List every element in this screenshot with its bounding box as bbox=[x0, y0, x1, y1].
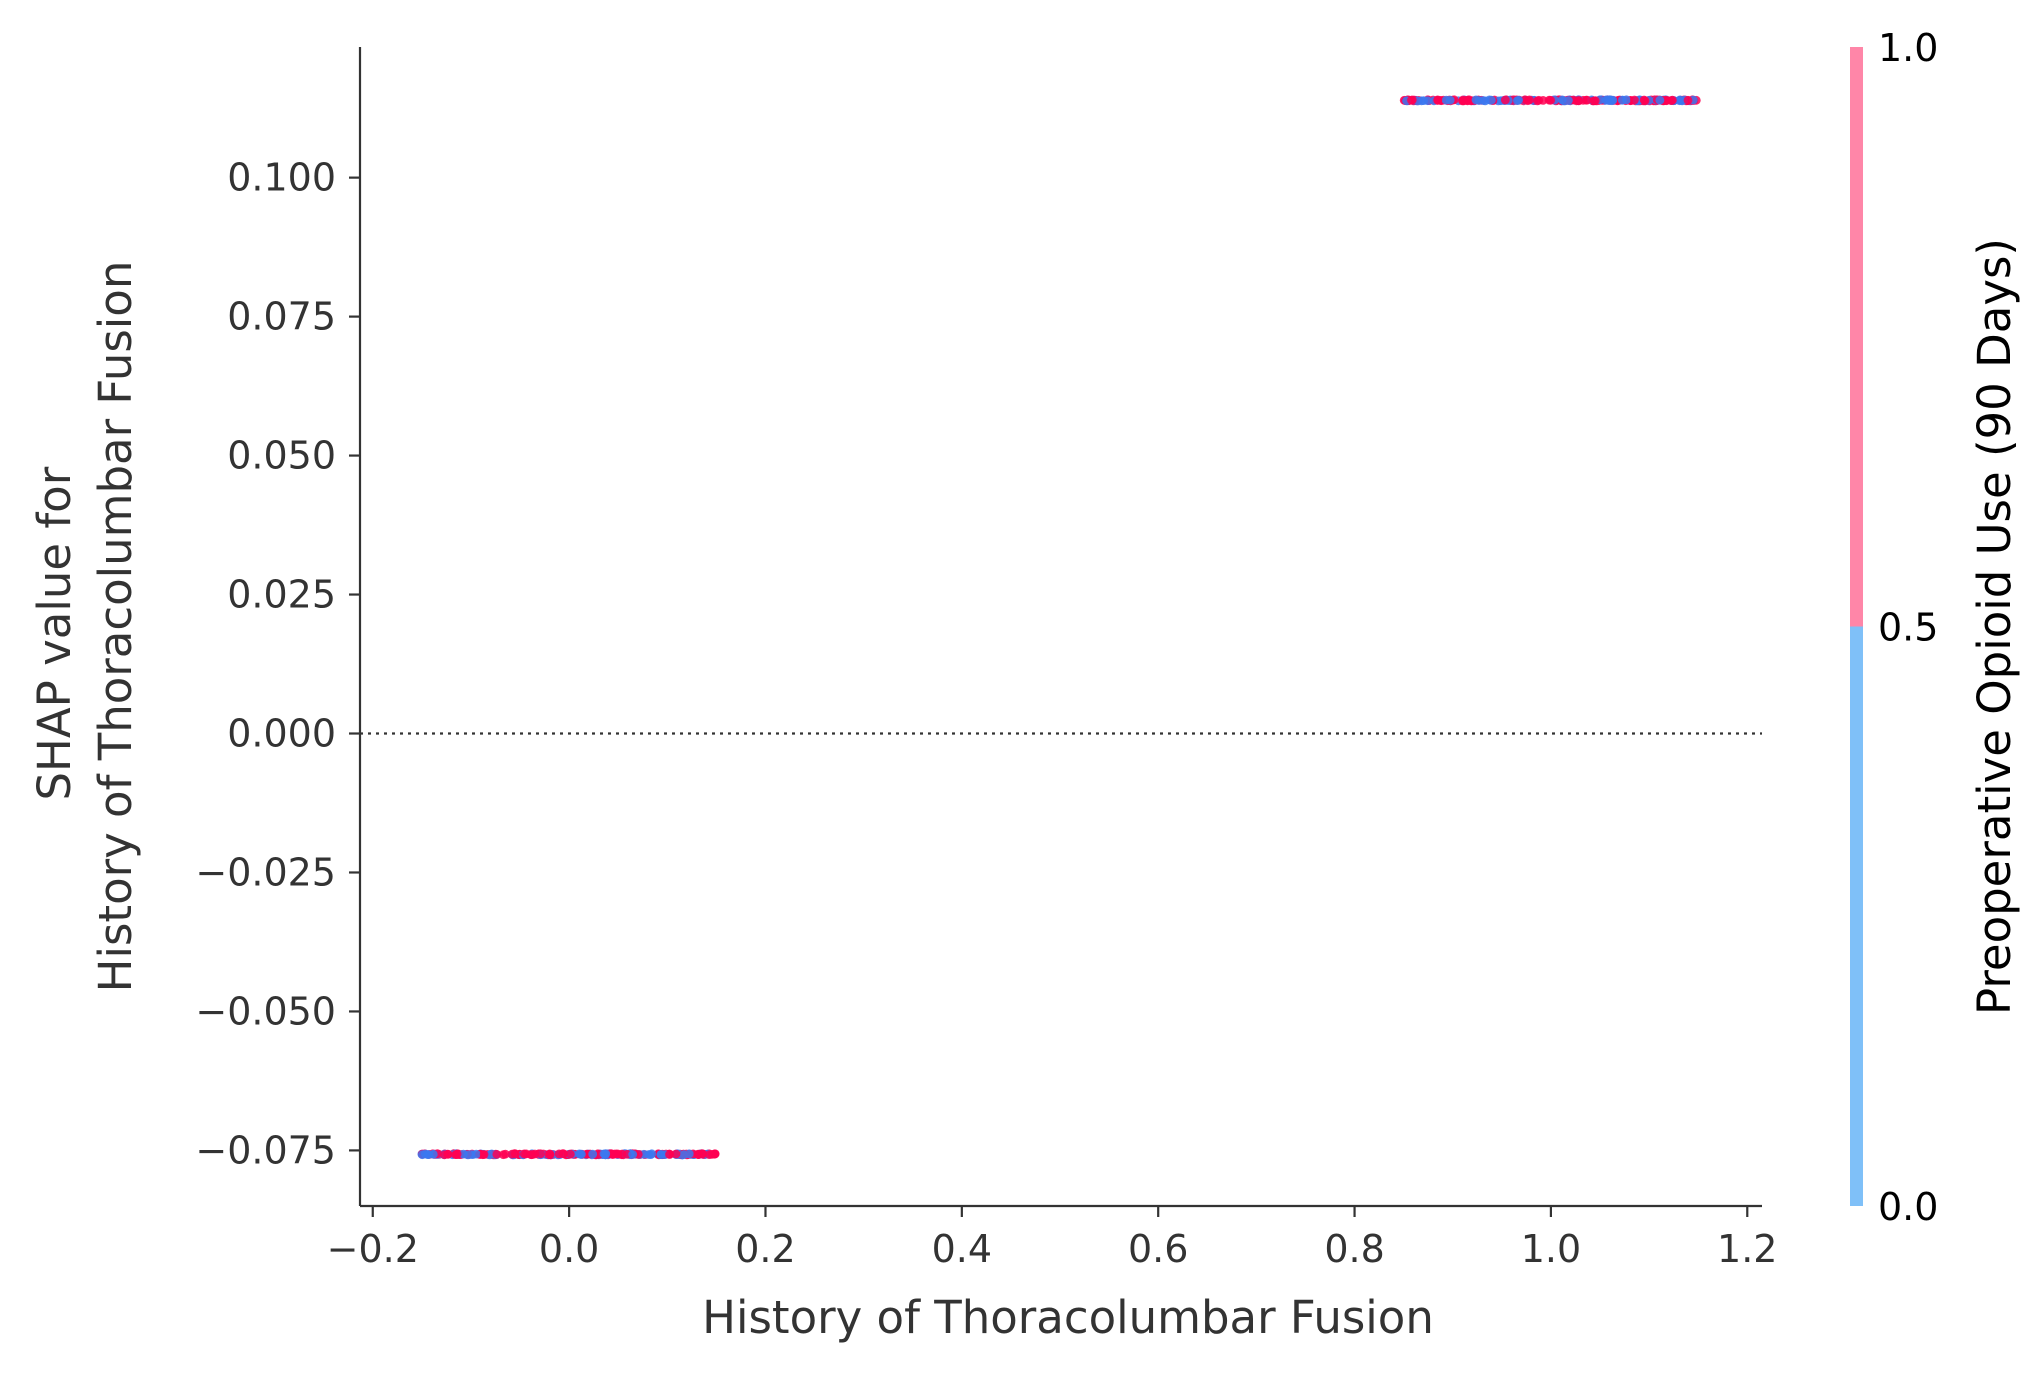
scatter-point bbox=[698, 1149, 708, 1159]
scatter-point bbox=[498, 1150, 508, 1160]
scatter-point bbox=[1546, 95, 1556, 105]
scatter-point bbox=[1639, 95, 1649, 105]
y-axis-label: SHAP value for History of Thoracolumbar … bbox=[28, 261, 142, 993]
scatter-point bbox=[599, 1149, 609, 1159]
scatter-point bbox=[577, 1149, 586, 1159]
scatter-point bbox=[1471, 95, 1481, 105]
y-axis-label-line-1: SHAP value for bbox=[28, 466, 81, 800]
y-tick-label: 0.050 bbox=[227, 434, 336, 478]
scatter-point bbox=[1668, 95, 1677, 105]
scatter-point bbox=[1525, 95, 1534, 105]
colorbar: 0.0 0.5 1.0 Preoperative Opioid Use (90 Day… bbox=[1850, 26, 2021, 1229]
y-axis-label-line-2: History of Thoracolumbar Fusion bbox=[89, 261, 142, 993]
x-tick-label: 0.2 bbox=[735, 1227, 795, 1271]
colorbar-high-segment bbox=[1850, 47, 1863, 627]
scatter-point bbox=[452, 1149, 462, 1159]
scatter-point bbox=[710, 1149, 720, 1159]
scatter-point bbox=[1423, 96, 1433, 106]
colorbar-tick-label: 1.0 bbox=[1878, 26, 1938, 70]
scatter-point bbox=[1513, 96, 1522, 105]
scatter-point bbox=[443, 1149, 453, 1159]
scatter-point bbox=[679, 1150, 689, 1159]
scatter-point bbox=[1500, 95, 1510, 105]
y-tick-label: 0.025 bbox=[227, 573, 336, 617]
y-tick-label: 0.075 bbox=[227, 295, 336, 339]
x-axis: −0.2 0.0 0.2 0.4 0.6 0.8 1.0 1.2 bbox=[327, 1204, 1777, 1271]
x-axis-label: History of Thoracolumbar Fusion bbox=[702, 1291, 1434, 1344]
y-tick-label: −0.075 bbox=[195, 1128, 336, 1172]
scatter-point bbox=[1622, 95, 1631, 105]
scatter-point bbox=[1564, 96, 1573, 105]
scatter-point bbox=[519, 1149, 529, 1159]
scatter-point bbox=[1661, 95, 1671, 105]
y-tick-label: 0.100 bbox=[227, 156, 336, 200]
x-tick-label: 0.8 bbox=[1324, 1227, 1384, 1271]
scatter-point bbox=[610, 1149, 619, 1159]
colorbar-tick-label: 0.0 bbox=[1878, 1185, 1938, 1229]
y-axis: −0.075 −0.050 −0.025 0.000 0.025 0.050 0.075 0.… bbox=[195, 47, 362, 1206]
scatter-point bbox=[1407, 95, 1416, 105]
scatter-point bbox=[545, 1150, 555, 1160]
scatter-point bbox=[526, 1150, 536, 1159]
scatter-point bbox=[1582, 95, 1592, 105]
scatter-point bbox=[1574, 96, 1583, 105]
scatter-point bbox=[671, 1149, 681, 1159]
scatter-point bbox=[1441, 95, 1451, 105]
scatter-point bbox=[463, 1150, 473, 1160]
scatter-point bbox=[492, 1150, 502, 1159]
scatter-point bbox=[1464, 95, 1474, 105]
scatter-point bbox=[1589, 96, 1599, 106]
scatter-point bbox=[536, 1149, 546, 1159]
scatter-point bbox=[479, 1150, 489, 1159]
y-tick-label: −0.025 bbox=[195, 850, 336, 894]
scatter-point bbox=[588, 1149, 598, 1159]
x-tick-label: −0.2 bbox=[327, 1227, 419, 1271]
x-tick-label: 0.6 bbox=[1128, 1227, 1188, 1271]
scatter-point bbox=[1433, 96, 1443, 105]
x-tick-label: 0.4 bbox=[932, 1227, 992, 1271]
scatter-point bbox=[510, 1149, 520, 1159]
scatter-point bbox=[1630, 95, 1639, 105]
scatter-point bbox=[1683, 95, 1693, 105]
scatter-point bbox=[423, 1150, 433, 1159]
scatter-points bbox=[417, 95, 1701, 1160]
colorbar-tick-label: 0.5 bbox=[1878, 606, 1938, 650]
scatter-point bbox=[1534, 95, 1544, 105]
scatter-point bbox=[1605, 95, 1615, 105]
x-tick-label: 1.2 bbox=[1717, 1227, 1777, 1271]
scatter-point bbox=[1655, 95, 1665, 105]
scatter-point bbox=[565, 1149, 575, 1159]
y-tick-label: 0.000 bbox=[227, 712, 336, 756]
scatter-point bbox=[471, 1149, 481, 1159]
scatter-point bbox=[554, 1149, 564, 1159]
y-tick-label: −0.050 bbox=[195, 989, 336, 1033]
colorbar-low-segment bbox=[1850, 626, 1863, 1206]
scatter-point bbox=[644, 1150, 654, 1159]
scatter-point bbox=[665, 1150, 674, 1159]
scatter-point bbox=[1480, 96, 1490, 106]
x-tick-label: 0.0 bbox=[539, 1227, 599, 1271]
scatter-point bbox=[628, 1150, 638, 1159]
colorbar-label: Preoperative Opioid Use (90 Days) bbox=[1968, 238, 2021, 1015]
x-tick-label: 1.0 bbox=[1521, 1227, 1581, 1271]
